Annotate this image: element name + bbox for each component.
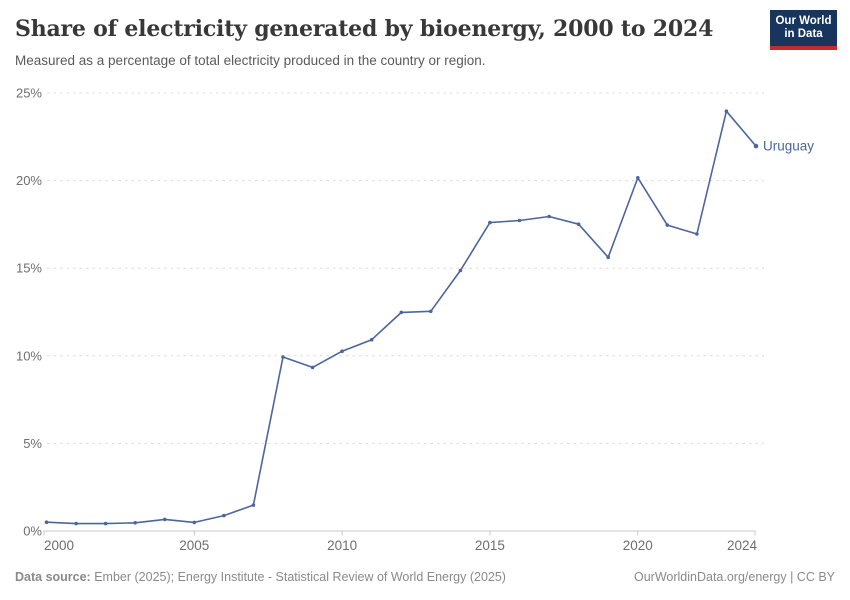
data-point-2024	[753, 143, 759, 149]
series-uruguay[interactable]: Uruguay	[44, 109, 815, 526]
chart-subtitle: Measured as a percentage of total electr…	[15, 53, 486, 68]
data-point-2006	[222, 513, 226, 518]
credit-link[interactable]: OurWorldinData.org/energy | CC BY	[633, 570, 835, 584]
data-source-text: Ember (2025); Energy Institute - Statist…	[90, 570, 506, 584]
y-tick-label-25: 25%	[16, 86, 42, 101]
data-point-2011	[369, 337, 374, 342]
data-point-2010	[340, 349, 344, 354]
owid-logo[interactable]: Our World in Data	[770, 10, 837, 50]
data-point-2009	[310, 365, 315, 370]
data-point-2014	[458, 268, 463, 273]
data-point-2018	[576, 222, 581, 226]
data-point-2017	[547, 214, 551, 219]
x-tick-label-2015: 2015	[475, 538, 505, 553]
data-point-2015	[488, 220, 492, 225]
data-point-2020	[636, 176, 640, 180]
x-tick-label-2005: 2005	[179, 538, 209, 553]
data-point-2000	[44, 520, 49, 524]
y-tick-label-0: 0%	[23, 524, 42, 539]
y-tick-label-20: 20%	[16, 173, 42, 188]
data-point-2012	[399, 310, 404, 315]
x-tick-label-2020: 2020	[623, 538, 653, 553]
data-point-2021	[665, 223, 670, 227]
data-point-2005	[192, 520, 197, 525]
x-tick-label-2000: 2000	[44, 538, 74, 553]
owid-logo-line1: Our World	[775, 14, 832, 27]
series-line[interactable]	[45, 110, 757, 525]
data-point-2013	[429, 309, 433, 314]
data-point-2001	[74, 521, 78, 526]
y-tick-label-10: 10%	[16, 348, 42, 363]
x-tick-label-2024: 2024	[727, 538, 758, 553]
data-source: Data source: Ember (2025); Energy Instit…	[15, 570, 506, 584]
y-tick-label-5: 5%	[23, 436, 42, 451]
line-chart[interactable]: 0% 5% 10% 15% 20% 25% 2000 2005 2010 2015 2020 2024…	[0, 80, 850, 570]
x-tick-label-2010: 2010	[327, 538, 357, 553]
data-point-2022	[695, 232, 699, 236]
data-point-2016	[517, 218, 522, 223]
data-point-2019	[606, 255, 610, 260]
owid-logo-line2: in Data	[784, 28, 823, 40]
data-point-2023	[724, 109, 729, 113]
page-title: Share of electricity generated by bioene…	[15, 16, 714, 42]
data-point-2002	[103, 521, 108, 526]
data-point-2008	[281, 355, 285, 359]
data-source-label: Data source:	[15, 570, 91, 584]
chart-footer: Data source: Ember (2025); Energy Instit…	[15, 570, 835, 584]
data-point-2007	[251, 503, 256, 507]
data-point-2003	[133, 521, 137, 525]
y-tick-label-15: 15%	[16, 261, 42, 276]
data-point-2004	[163, 517, 167, 522]
series-end-label[interactable]: Uruguay	[763, 139, 814, 154]
